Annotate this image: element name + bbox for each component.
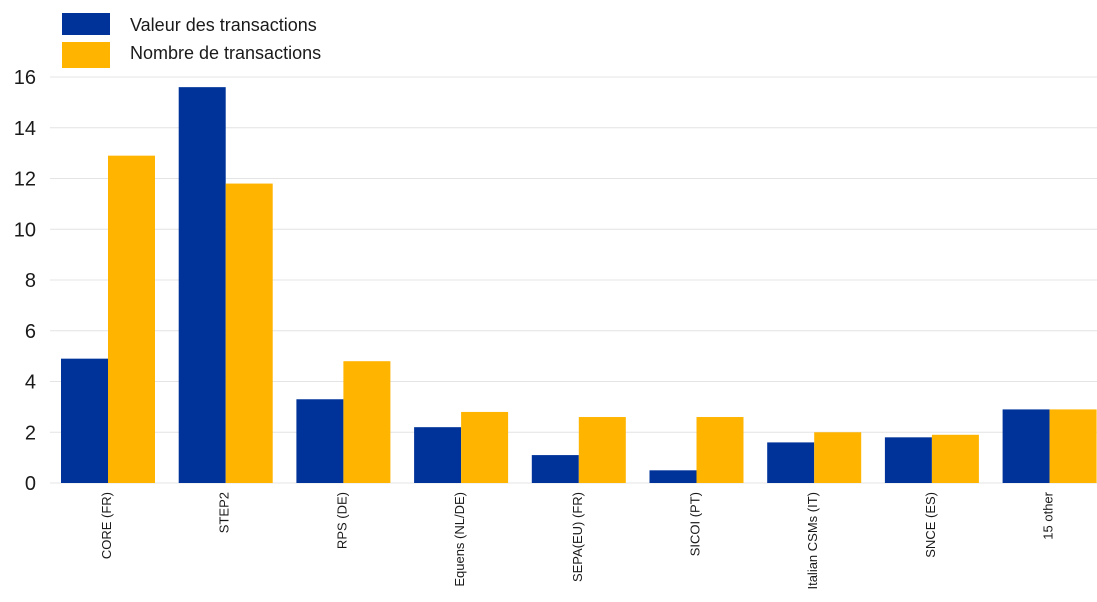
bar-nombre — [814, 432, 862, 483]
bar-nombre — [343, 361, 391, 483]
legend-swatch-valeur — [62, 13, 110, 35]
x-category-label: CORE (FR) — [99, 492, 114, 559]
bar-nombre — [108, 155, 155, 483]
bar-nombre — [461, 411, 509, 483]
bar-nombre — [225, 183, 273, 483]
y-tick-label: 10 — [14, 219, 36, 241]
x-category-label: Equens (NL/DE) — [452, 492, 467, 587]
y-tick-label: 14 — [14, 118, 36, 140]
bar-valeur — [178, 87, 226, 484]
bar-nombre — [931, 434, 979, 483]
x-category-label: SEPA(EU) (FR) — [570, 492, 585, 582]
y-tick-label: 0 — [25, 473, 36, 495]
y-tick-label: 12 — [14, 169, 36, 191]
bar-valeur — [884, 437, 932, 483]
y-tick-label: 8 — [25, 270, 36, 292]
x-category-label: RPS (DE) — [334, 492, 349, 549]
bar-valeur — [649, 470, 697, 483]
y-tick-label: 4 — [25, 372, 36, 394]
x-category-label: SNCE (ES) — [923, 492, 938, 558]
bar-valeur — [1002, 409, 1050, 483]
x-category-label: SICOI (PT) — [688, 492, 703, 556]
bar-nombre — [696, 417, 744, 483]
x-category-label: STEP2 — [217, 492, 232, 533]
bar-valeur — [296, 399, 344, 483]
legend-label-nombre: Nombre de transactions — [130, 43, 321, 63]
bar-valeur — [767, 442, 815, 483]
bar-nombre — [1049, 409, 1097, 483]
y-tick-label: 6 — [25, 321, 36, 343]
bar-nombre — [578, 417, 626, 483]
bar-valeur — [531, 455, 579, 483]
x-category-label: Italian CSMs (IT) — [805, 492, 820, 590]
x-axis-labels: CORE (FR) STEP2 RPS (DE) Equens (NL/DE) SEPA… — [99, 491, 1056, 589]
y-axis-ticks: 0 2 4 6 8 10 12 14 16 — [14, 67, 36, 495]
legend-label-valeur: Valeur des transactions — [130, 15, 317, 35]
legend-swatch-nombre — [62, 42, 110, 68]
x-category-label: 15 other — [1041, 491, 1056, 539]
bars — [61, 87, 1097, 484]
y-tick-label: 16 — [14, 67, 36, 89]
legend: Valeur des transactions Nombre de transa… — [62, 13, 321, 68]
bar-valeur — [414, 427, 462, 483]
bar-valeur — [61, 358, 108, 483]
y-tick-label: 2 — [25, 422, 36, 444]
